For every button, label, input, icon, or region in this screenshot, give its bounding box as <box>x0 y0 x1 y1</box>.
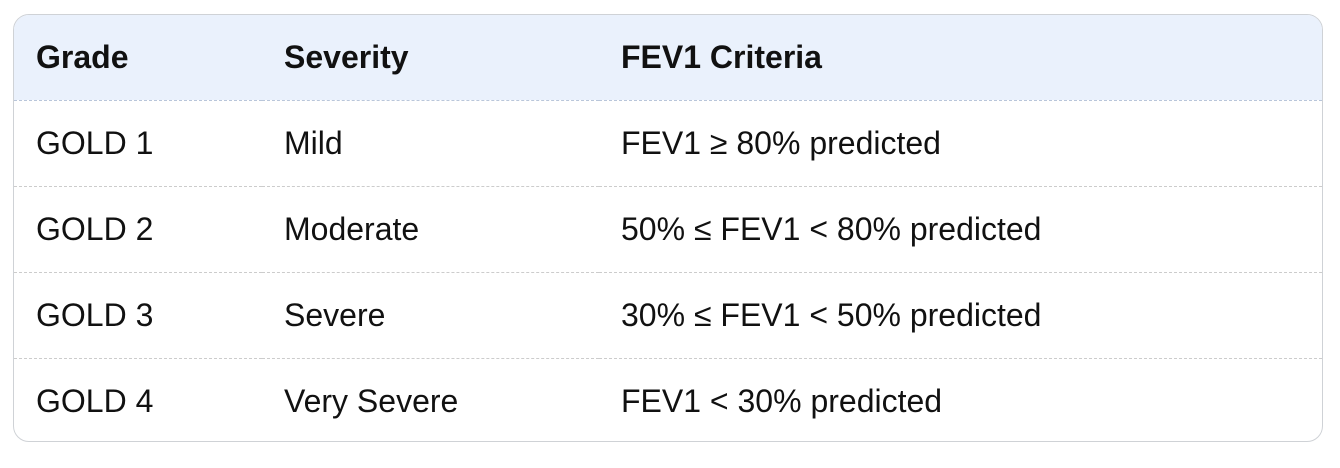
cell-grade: GOLD 1 <box>14 100 262 187</box>
cell-fev1-criteria: FEV1 ≥ 80% predicted <box>599 100 1322 187</box>
cell-severity: Severe <box>262 272 599 359</box>
table-row: GOLD 1 Mild FEV1 ≥ 80% predicted <box>14 100 1322 187</box>
cell-grade: GOLD 2 <box>14 186 262 273</box>
gold-classification-table-card: Grade Severity FEV1 Criteria GOLD 1 Mild… <box>13 14 1323 442</box>
cell-grade: GOLD 4 <box>36 382 154 419</box>
cell-severity: Mild <box>262 100 599 187</box>
table-row: GOLD 2 Moderate 50% ≤ FEV1 < 80% predict… <box>14 186 1322 273</box>
cell-fev1-criteria: 30% ≤ FEV1 < 50% predicted <box>599 272 1322 359</box>
header-severity: Severity <box>262 15 599 101</box>
header-fev1-criteria: FEV1 Criteria <box>599 15 1322 101</box>
cell-fev1-criteria: 50% ≤ FEV1 < 80% predicted <box>599 186 1322 273</box>
table-row: GOLD 3 Severe 30% ≤ FEV1 < 50% predicted <box>14 272 1322 359</box>
cell-fev1-criteria: FEV1 < 30% predicted <box>621 382 943 419</box>
cell-grade: GOLD 3 <box>14 272 262 359</box>
gold-classification-table: Grade Severity FEV1 Criteria GOLD 1 Mild… <box>14 15 1322 441</box>
table-row: GOLD 4 Very Severe FEV1 < 30% predicted <box>14 358 1322 441</box>
header-grade: Grade <box>14 15 262 101</box>
table-header-row: Grade Severity FEV1 Criteria <box>14 15 1322 101</box>
cell-severity: Moderate <box>262 186 599 273</box>
cell-severity: Very Severe <box>284 382 459 419</box>
